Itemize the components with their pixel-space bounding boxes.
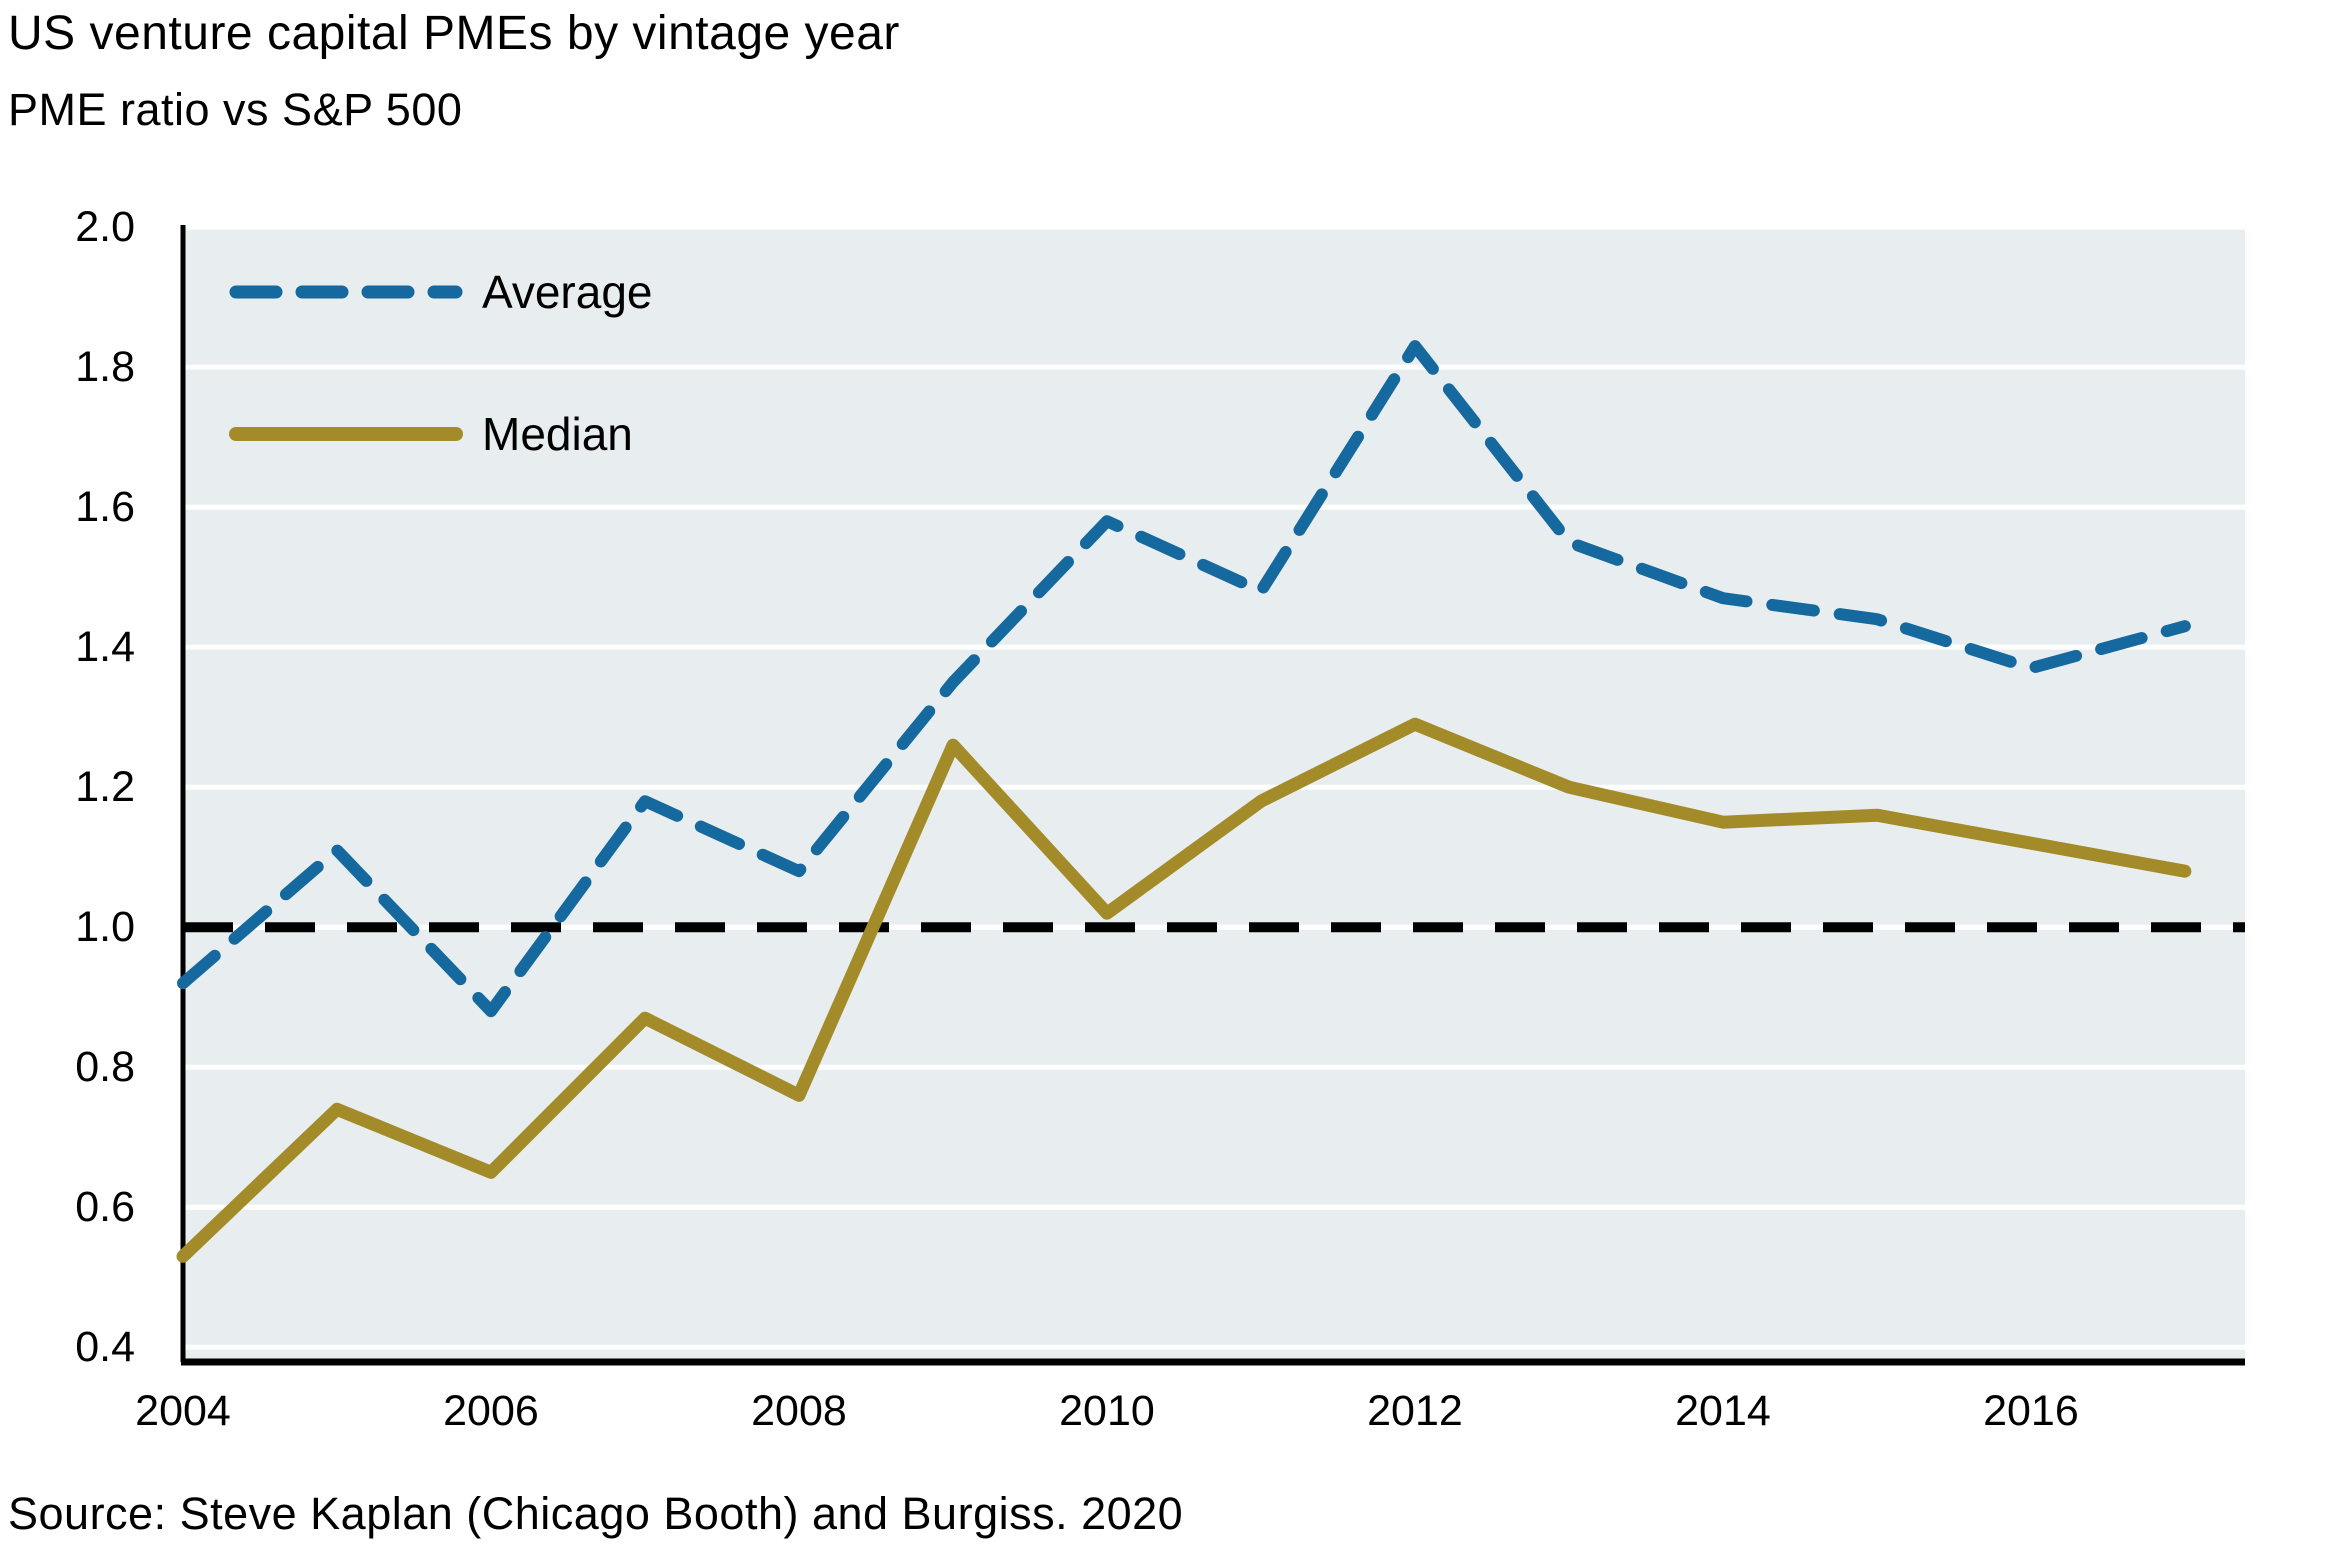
- y-tick-label: 1.8: [75, 343, 135, 392]
- x-tick-label: 2010: [1059, 1387, 1155, 1435]
- series-line-average: [177, 340, 2191, 1018]
- y-tick-label: 0.8: [75, 1043, 135, 1092]
- x-tick-label: 2004: [135, 1387, 231, 1435]
- x-tick-label: 2014: [1675, 1387, 1771, 1435]
- y-tick-label: 1.4: [75, 623, 135, 672]
- chart-subtitle: PME ratio vs S&P 500: [8, 84, 463, 135]
- x-tick-label: 2012: [1367, 1387, 1463, 1435]
- legend-item-average: Average: [228, 262, 653, 322]
- median-line-sample-icon: [229, 427, 463, 441]
- plot-area: [183, 225, 2245, 1362]
- y-tick-label: 0.4: [75, 1323, 135, 1372]
- legend-item-median: Median: [228, 404, 633, 464]
- legend-label-average: Average: [482, 266, 653, 318]
- chart-title: US venture capital PMEs by vintage year: [8, 7, 900, 60]
- y-tick-label: 1.6: [75, 483, 135, 532]
- x-tick-label: 2008: [751, 1387, 847, 1435]
- series-line-median: [176, 717, 2192, 1263]
- source-note: Source: Steve Kaplan (Chicago Booth) and…: [8, 1488, 1184, 1539]
- y-tick-label: 1.2: [75, 763, 135, 812]
- legend-label-median: Median: [482, 408, 633, 460]
- average-line-sample-icon: [229, 285, 463, 299]
- x-tick-label: 2016: [1983, 1387, 2079, 1435]
- y-tick-label: 0.6: [75, 1183, 135, 1232]
- y-tick-label: 2.0: [75, 203, 135, 252]
- x-tick-label: 2006: [443, 1387, 539, 1435]
- y-tick-label: 1.0: [75, 903, 135, 952]
